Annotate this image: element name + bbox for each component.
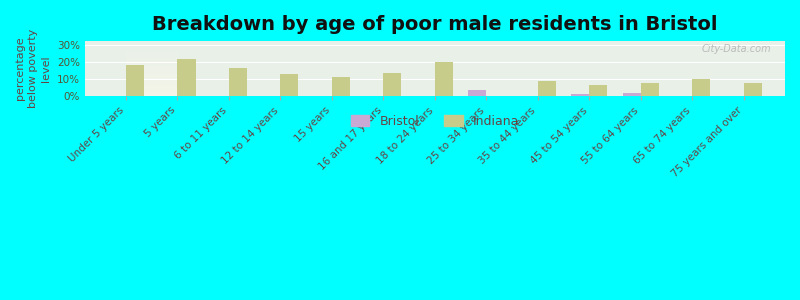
Legend: Bristol, Indiana: Bristol, Indiana: [346, 110, 524, 133]
Title: Breakdown by age of poor male residents in Bristol: Breakdown by age of poor male residents …: [152, 15, 718, 34]
Bar: [229, 68, 247, 96]
Bar: [744, 83, 762, 96]
Bar: [383, 73, 402, 96]
Bar: [692, 79, 710, 96]
Bar: [571, 94, 590, 96]
Bar: [590, 85, 607, 96]
Bar: [623, 94, 641, 96]
Bar: [538, 81, 556, 96]
Bar: [468, 90, 486, 96]
Bar: [332, 77, 350, 96]
Bar: [641, 83, 659, 96]
Bar: [281, 74, 298, 96]
Bar: [178, 59, 195, 96]
Bar: [435, 62, 453, 96]
Text: City-Data.com: City-Data.com: [702, 44, 771, 54]
Y-axis label: percentage
below poverty
level: percentage below poverty level: [15, 29, 51, 108]
Bar: [126, 65, 144, 96]
